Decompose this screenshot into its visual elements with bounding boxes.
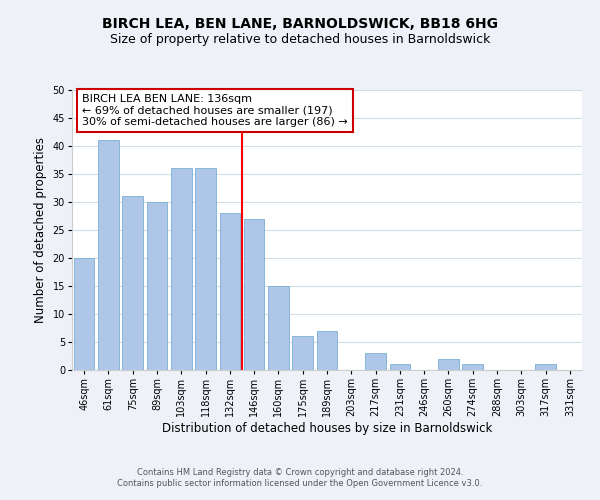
Bar: [98, 140, 119, 370]
Text: Contains HM Land Registry data © Crown copyright and database right 2024.
Contai: Contains HM Land Registry data © Crown c…: [118, 468, 482, 487]
Bar: [463, 364, 483, 370]
Text: Size of property relative to detached houses in Barnoldswick: Size of property relative to detached ho…: [110, 32, 490, 46]
Bar: [195, 168, 216, 370]
Bar: [535, 364, 556, 370]
Bar: [171, 168, 191, 370]
Bar: [146, 202, 167, 370]
Bar: [292, 336, 313, 370]
Bar: [389, 364, 410, 370]
Bar: [244, 219, 265, 370]
Y-axis label: Number of detached properties: Number of detached properties: [34, 137, 47, 323]
Text: BIRCH LEA BEN LANE: 136sqm
← 69% of detached houses are smaller (197)
30% of sem: BIRCH LEA BEN LANE: 136sqm ← 69% of deta…: [82, 94, 348, 128]
Bar: [438, 359, 459, 370]
Bar: [365, 353, 386, 370]
Bar: [317, 331, 337, 370]
X-axis label: Distribution of detached houses by size in Barnoldswick: Distribution of detached houses by size …: [162, 422, 492, 435]
Text: BIRCH LEA, BEN LANE, BARNOLDSWICK, BB18 6HG: BIRCH LEA, BEN LANE, BARNOLDSWICK, BB18 …: [102, 18, 498, 32]
Bar: [122, 196, 143, 370]
Bar: [268, 286, 289, 370]
Bar: [74, 258, 94, 370]
Bar: [220, 213, 240, 370]
